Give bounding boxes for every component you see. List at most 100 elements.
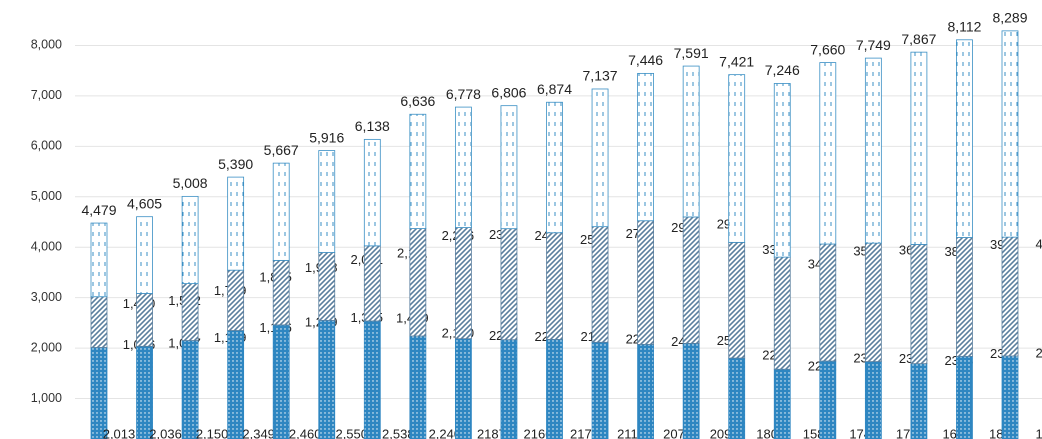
total-label: 5,390 bbox=[218, 156, 253, 172]
total-label: 6,874 bbox=[537, 81, 572, 97]
bar-segment bbox=[454, 106, 472, 228]
bar-segment bbox=[363, 138, 381, 247]
value-label: 2,150 bbox=[196, 426, 229, 439]
total-label: 5,008 bbox=[173, 175, 208, 191]
bar-segment bbox=[454, 338, 472, 439]
value-label: 2,013 bbox=[103, 426, 136, 439]
bar-segment bbox=[637, 343, 654, 439]
bar-segment bbox=[728, 74, 746, 243]
bar-segment bbox=[500, 228, 518, 341]
value-label: 1844 bbox=[1036, 426, 1042, 439]
bar-segment bbox=[864, 57, 882, 244]
total-label: 6,636 bbox=[400, 93, 435, 109]
bar-segment bbox=[181, 340, 199, 439]
bar-segment bbox=[728, 241, 746, 359]
y-tick-label: 3,000 bbox=[31, 290, 62, 304]
bar-segment bbox=[956, 355, 973, 439]
bar-segment bbox=[454, 227, 472, 340]
bar-segment bbox=[409, 228, 427, 337]
bar-segment bbox=[272, 259, 290, 326]
value-label: 2187 bbox=[477, 426, 506, 439]
y-tick-label: 2,000 bbox=[31, 340, 62, 354]
value-label: 2,036 bbox=[149, 426, 182, 439]
bar-segment bbox=[181, 195, 199, 284]
y-tick-label: 6,000 bbox=[31, 139, 62, 153]
y-tick-label: 5,000 bbox=[31, 189, 62, 203]
bar-segment bbox=[546, 101, 563, 234]
bar-segment bbox=[819, 62, 837, 245]
bar-segment bbox=[227, 269, 245, 331]
y-tick-label: 4,000 bbox=[31, 240, 62, 254]
bar-segment bbox=[409, 335, 427, 439]
bar-segment bbox=[90, 296, 108, 348]
bar-segment bbox=[272, 162, 290, 261]
bar-segment bbox=[90, 347, 108, 439]
bar-segment bbox=[272, 324, 290, 439]
y-tick-label: 7,000 bbox=[31, 88, 62, 102]
bar-segment bbox=[1001, 30, 1019, 238]
total-label: 5,667 bbox=[264, 142, 299, 158]
bar-segment bbox=[864, 361, 882, 439]
total-label: 6,138 bbox=[355, 118, 390, 134]
bar-segment bbox=[591, 226, 609, 343]
bar-segment bbox=[136, 345, 153, 439]
bar-segment bbox=[90, 222, 108, 298]
bar-segment bbox=[1001, 236, 1019, 357]
bar-segment bbox=[1001, 355, 1019, 439]
y-tick-label: 8,000 bbox=[31, 38, 62, 52]
bar-segment bbox=[819, 360, 837, 439]
bar-segment bbox=[318, 150, 336, 253]
value-label: 2,538 bbox=[382, 426, 415, 439]
total-label: 4,479 bbox=[81, 202, 116, 218]
total-label: 7,246 bbox=[765, 62, 800, 78]
bar-segment bbox=[682, 216, 700, 344]
total-label: 7,137 bbox=[583, 68, 618, 84]
bar-segment bbox=[227, 176, 245, 271]
value-label: 2166 bbox=[523, 426, 552, 439]
bar-segment bbox=[864, 242, 882, 362]
value-label: 2,240 bbox=[429, 426, 462, 439]
bar-segment bbox=[773, 83, 791, 258]
bar-segment bbox=[318, 319, 336, 439]
bar-segment bbox=[546, 338, 563, 439]
bar-segment bbox=[819, 243, 837, 362]
bar-segment bbox=[181, 283, 199, 341]
bar-segment bbox=[637, 72, 654, 222]
bar-segment bbox=[591, 341, 609, 439]
bar-segment bbox=[773, 368, 791, 439]
value-label: 4089 bbox=[1036, 237, 1042, 252]
bar-segment bbox=[227, 330, 245, 439]
value-label: 2,349 bbox=[242, 426, 275, 439]
total-label: 7,660 bbox=[810, 41, 845, 57]
bar-segment bbox=[318, 252, 336, 321]
bar-segment bbox=[682, 342, 700, 439]
total-label: 7,749 bbox=[856, 37, 891, 53]
bar-segment bbox=[910, 244, 928, 365]
bar-segment bbox=[409, 113, 427, 229]
value-label: 2,550 bbox=[335, 426, 368, 439]
total-label: 8,112 bbox=[947, 18, 981, 34]
total-label: 7,446 bbox=[628, 52, 663, 68]
bar-segment bbox=[910, 363, 928, 439]
bar-segment bbox=[682, 65, 700, 218]
bar-segment bbox=[728, 357, 746, 439]
y-tick-label: 1,000 bbox=[31, 391, 62, 405]
bar-segment bbox=[773, 256, 791, 370]
bar-segment bbox=[546, 232, 563, 340]
total-label: 7,867 bbox=[901, 31, 936, 47]
bar-segment bbox=[591, 88, 609, 228]
total-label: 8,289 bbox=[992, 10, 1027, 26]
bar-segment bbox=[363, 320, 381, 439]
value-label: 2,460 bbox=[289, 426, 322, 439]
bar-segment bbox=[363, 245, 381, 322]
total-label: 7,421 bbox=[719, 53, 754, 69]
bar-segment bbox=[956, 237, 973, 357]
bar-segment bbox=[956, 39, 973, 238]
bar-segment bbox=[637, 220, 654, 345]
bar-segment bbox=[136, 293, 153, 347]
total-label: 6,806 bbox=[491, 84, 526, 100]
bar-segment bbox=[500, 105, 518, 230]
total-label: 6,778 bbox=[446, 86, 481, 102]
